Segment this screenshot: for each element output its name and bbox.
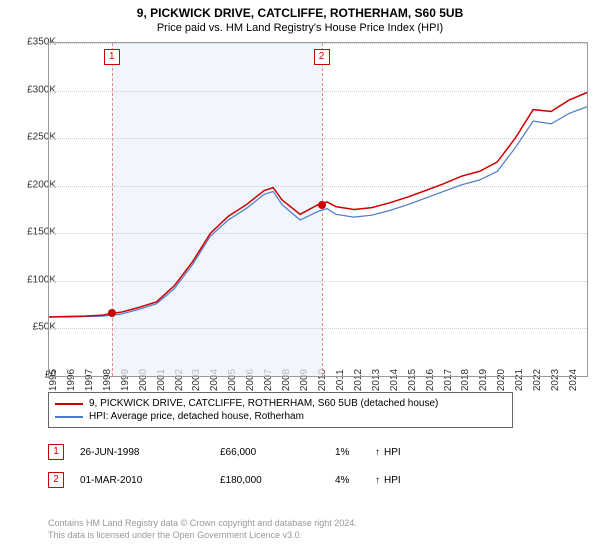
transaction-box: 2: [314, 49, 330, 65]
transaction-marker-1: 1: [48, 444, 64, 460]
up-arrow-icon: ↑: [375, 475, 380, 486]
transaction-dot: [318, 201, 326, 209]
plot-area: 12: [48, 42, 588, 377]
legend: 9, PICKWICK DRIVE, CATCLIFFE, ROTHERHAM,…: [48, 392, 513, 428]
transaction-hpi-diff-1: 1%: [335, 447, 375, 458]
attribution: Contains HM Land Registry data © Crown c…: [48, 518, 578, 541]
chart-subtitle: Price paid vs. HM Land Registry's House …: [0, 20, 600, 34]
chart-title: 9, PICKWICK DRIVE, CATCLIFFE, ROTHERHAM,…: [0, 0, 600, 20]
transaction-marker-2: 2: [48, 472, 64, 488]
transaction-date-2: 01-MAR-2010: [80, 475, 220, 486]
attribution-line-1: Contains HM Land Registry data © Crown c…: [48, 518, 578, 530]
transaction-row-2: 2 01-MAR-2010 £180,000 4% ↑ HPI: [48, 472, 578, 488]
transaction-hpi-diff-2: 4%: [335, 475, 375, 486]
transaction-box: 1: [104, 49, 120, 65]
transaction-date-1: 26-JUN-1998: [80, 447, 220, 458]
transaction-dot: [108, 309, 116, 317]
legend-swatch-property: [55, 403, 83, 405]
transaction-price-1: £66,000: [220, 447, 335, 458]
up-arrow-icon: ↑: [375, 447, 380, 458]
legend-row-hpi: HPI: Average price, detached house, Roth…: [55, 410, 506, 423]
attribution-line-2: This data is licensed under the Open Gov…: [48, 530, 578, 542]
legend-label-property: 9, PICKWICK DRIVE, CATCLIFFE, ROTHERHAM,…: [89, 398, 438, 409]
legend-label-hpi: HPI: Average price, detached house, Roth…: [89, 411, 304, 422]
hpi-label-1: HPI: [384, 447, 401, 458]
legend-row-property: 9, PICKWICK DRIVE, CATCLIFFE, ROTHERHAM,…: [55, 397, 506, 410]
series-line-hpi: [49, 107, 587, 317]
legend-swatch-hpi: [55, 416, 83, 418]
chart-container: 9, PICKWICK DRIVE, CATCLIFFE, ROTHERHAM,…: [0, 0, 600, 560]
transaction-price-2: £180,000: [220, 475, 335, 486]
hpi-label-2: HPI: [384, 475, 401, 486]
transaction-row-1: 1 26-JUN-1998 £66,000 1% ↑ HPI: [48, 444, 578, 460]
line-chart-svg: [49, 43, 587, 376]
